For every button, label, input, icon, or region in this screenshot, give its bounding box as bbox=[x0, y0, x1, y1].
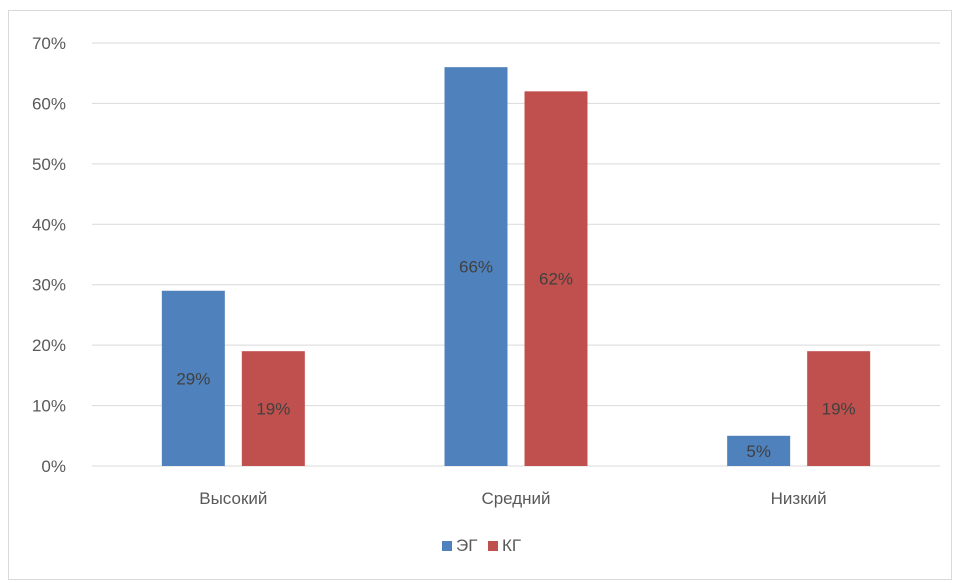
data-label: 5% bbox=[746, 442, 771, 461]
data-label: 66% bbox=[459, 258, 493, 277]
x-category-label: Средний bbox=[481, 489, 550, 508]
bar-eg bbox=[444, 67, 508, 467]
bar-kg bbox=[241, 351, 305, 466]
y-tick-label: 50% bbox=[32, 155, 66, 174]
legend-swatch-eg bbox=[442, 541, 452, 551]
legend-label-kg: КГ bbox=[502, 536, 521, 555]
bar-kg bbox=[807, 351, 871, 466]
y-tick-label: 30% bbox=[32, 276, 66, 295]
legend-label-eg: ЭГ bbox=[456, 536, 477, 555]
y-tick-label: 60% bbox=[32, 94, 66, 113]
data-label: 19% bbox=[822, 400, 856, 419]
y-tick-label: 0% bbox=[41, 457, 66, 476]
legend-swatch-kg bbox=[488, 541, 498, 551]
y-tick-label: 70% bbox=[32, 34, 66, 53]
data-label: 62% bbox=[539, 270, 573, 289]
y-tick-label: 10% bbox=[32, 397, 66, 416]
bar-eg bbox=[727, 435, 791, 466]
y-tick-label: 40% bbox=[32, 215, 66, 234]
data-label: 29% bbox=[176, 369, 210, 388]
x-category-label: Высокий bbox=[199, 489, 267, 508]
y-tick-label: 20% bbox=[32, 336, 66, 355]
bar-kg bbox=[524, 91, 588, 466]
data-label: 19% bbox=[256, 400, 290, 419]
bar-eg bbox=[161, 290, 225, 466]
x-category-label: Низкий bbox=[771, 489, 827, 508]
